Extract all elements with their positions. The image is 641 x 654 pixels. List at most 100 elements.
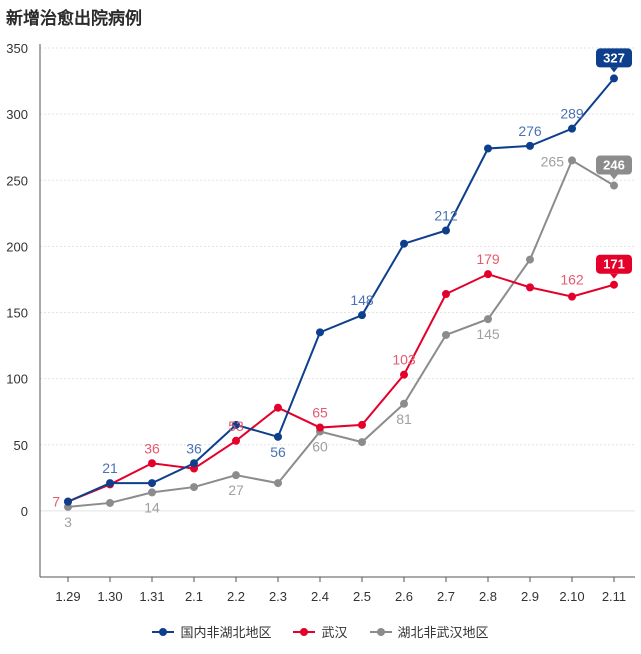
data-point: [400, 239, 408, 248]
x-tick-label: 2.6: [395, 589, 413, 604]
data-label: 179: [476, 251, 500, 267]
legend-item: 湖北非武汉地区: [369, 622, 489, 641]
data-point: [232, 471, 240, 480]
legend-item: 武汉: [293, 622, 348, 641]
data-point: [526, 141, 534, 150]
chart-legend: 国内非湖北地区 武汉 湖北非武汉地区: [0, 622, 641, 641]
y-tick-label: 100: [6, 372, 28, 387]
x-tick-label: 1.30: [97, 589, 122, 604]
data-point: [442, 330, 450, 339]
value-badge-text: 171: [603, 257, 625, 272]
data-label: 14: [144, 499, 160, 515]
x-tick-label: 2.11: [602, 589, 626, 604]
series-line: [67, 77, 615, 503]
data-point: [190, 483, 198, 492]
data-point: [442, 289, 450, 298]
value-badge: [596, 155, 632, 175]
data-point: [610, 181, 618, 190]
data-point: [274, 432, 282, 441]
data-point: [568, 124, 576, 133]
y-tick-label: 250: [6, 173, 28, 188]
data-label: 276: [518, 123, 542, 139]
data-label: 289: [560, 106, 584, 122]
value-badge: [596, 48, 632, 68]
data-label: 265: [541, 153, 565, 169]
legend-label: 武汉: [321, 626, 348, 641]
legend-label: 湖北非武汉地区: [397, 626, 489, 641]
data-point: [148, 479, 156, 488]
value-badge-pointer: [610, 273, 618, 279]
x-tick-label: 2.10: [559, 589, 584, 604]
legend-item: 国内非湖北地区: [152, 622, 271, 641]
data-label: 36: [186, 440, 202, 456]
data-point: [484, 144, 492, 153]
data-label: 7: [52, 494, 60, 510]
x-tick-label: 1.31: [139, 589, 164, 604]
data-point: [148, 488, 156, 497]
x-tick-label: 2.2: [227, 589, 245, 604]
data-label: 148: [350, 292, 374, 308]
data-label: 56: [270, 444, 286, 460]
data-label: 60: [312, 439, 328, 455]
data-point: [274, 479, 282, 488]
x-tick-label: 2.8: [479, 589, 497, 604]
data-point: [568, 292, 576, 301]
data-point: [400, 370, 408, 379]
x-tick-label: 2.7: [437, 589, 455, 604]
data-point: [484, 315, 492, 324]
data-point: [610, 74, 618, 83]
data-point: [568, 156, 576, 165]
y-tick-label: 150: [6, 306, 28, 321]
x-tick-label: 2.4: [311, 589, 329, 604]
data-point: [526, 255, 534, 264]
x-tick-label: 1.29: [55, 589, 80, 604]
data-point: [400, 399, 408, 408]
data-point: [358, 311, 366, 320]
x-tick-label: 2.9: [521, 589, 539, 604]
data-point: [106, 498, 114, 507]
data-label: 212: [434, 208, 458, 224]
y-tick-label: 350: [6, 41, 28, 56]
data-point: [484, 270, 492, 279]
x-tick-label: 2.5: [353, 589, 371, 604]
value-badge-text: 327: [603, 50, 625, 65]
data-point: [64, 497, 72, 506]
legend-swatch: [152, 627, 175, 636]
legend-label: 国内非湖北地区: [180, 626, 272, 641]
value-badge-pointer: [610, 67, 618, 73]
data-label: 53: [228, 418, 244, 434]
x-tick-label: 2.3: [269, 589, 287, 604]
value-badge-text: 246: [603, 158, 625, 173]
data-label: 21: [102, 460, 118, 476]
y-tick-label: 50: [14, 438, 28, 453]
value-badge-pointer: [610, 174, 618, 180]
data-point: [106, 479, 114, 488]
data-point: [232, 420, 240, 429]
data-point: [148, 459, 156, 468]
data-label: 3: [64, 514, 72, 530]
chart-title: 新增治愈出院病例: [6, 9, 142, 29]
value-badge: [596, 254, 632, 274]
data-label: 145: [476, 326, 500, 342]
data-point: [274, 403, 282, 412]
data-point: [190, 459, 198, 468]
y-tick-label: 200: [6, 239, 28, 254]
series-line: [67, 158, 615, 508]
data-point: [316, 423, 324, 432]
data-point: [442, 226, 450, 235]
data-label: 36: [144, 440, 160, 456]
data-point: [610, 280, 618, 289]
data-point: [358, 438, 366, 447]
series-line: [67, 273, 615, 503]
y-tick-label: 0: [21, 504, 28, 519]
data-label: 65: [312, 405, 328, 421]
data-point: [316, 328, 324, 337]
legend-swatch: [293, 627, 316, 636]
data-point: [526, 283, 534, 292]
x-tick-label: 2.1: [185, 589, 203, 604]
data-point: [232, 436, 240, 445]
data-point: [358, 420, 366, 429]
legend-swatch: [369, 627, 392, 636]
y-tick-label: 300: [6, 107, 28, 122]
